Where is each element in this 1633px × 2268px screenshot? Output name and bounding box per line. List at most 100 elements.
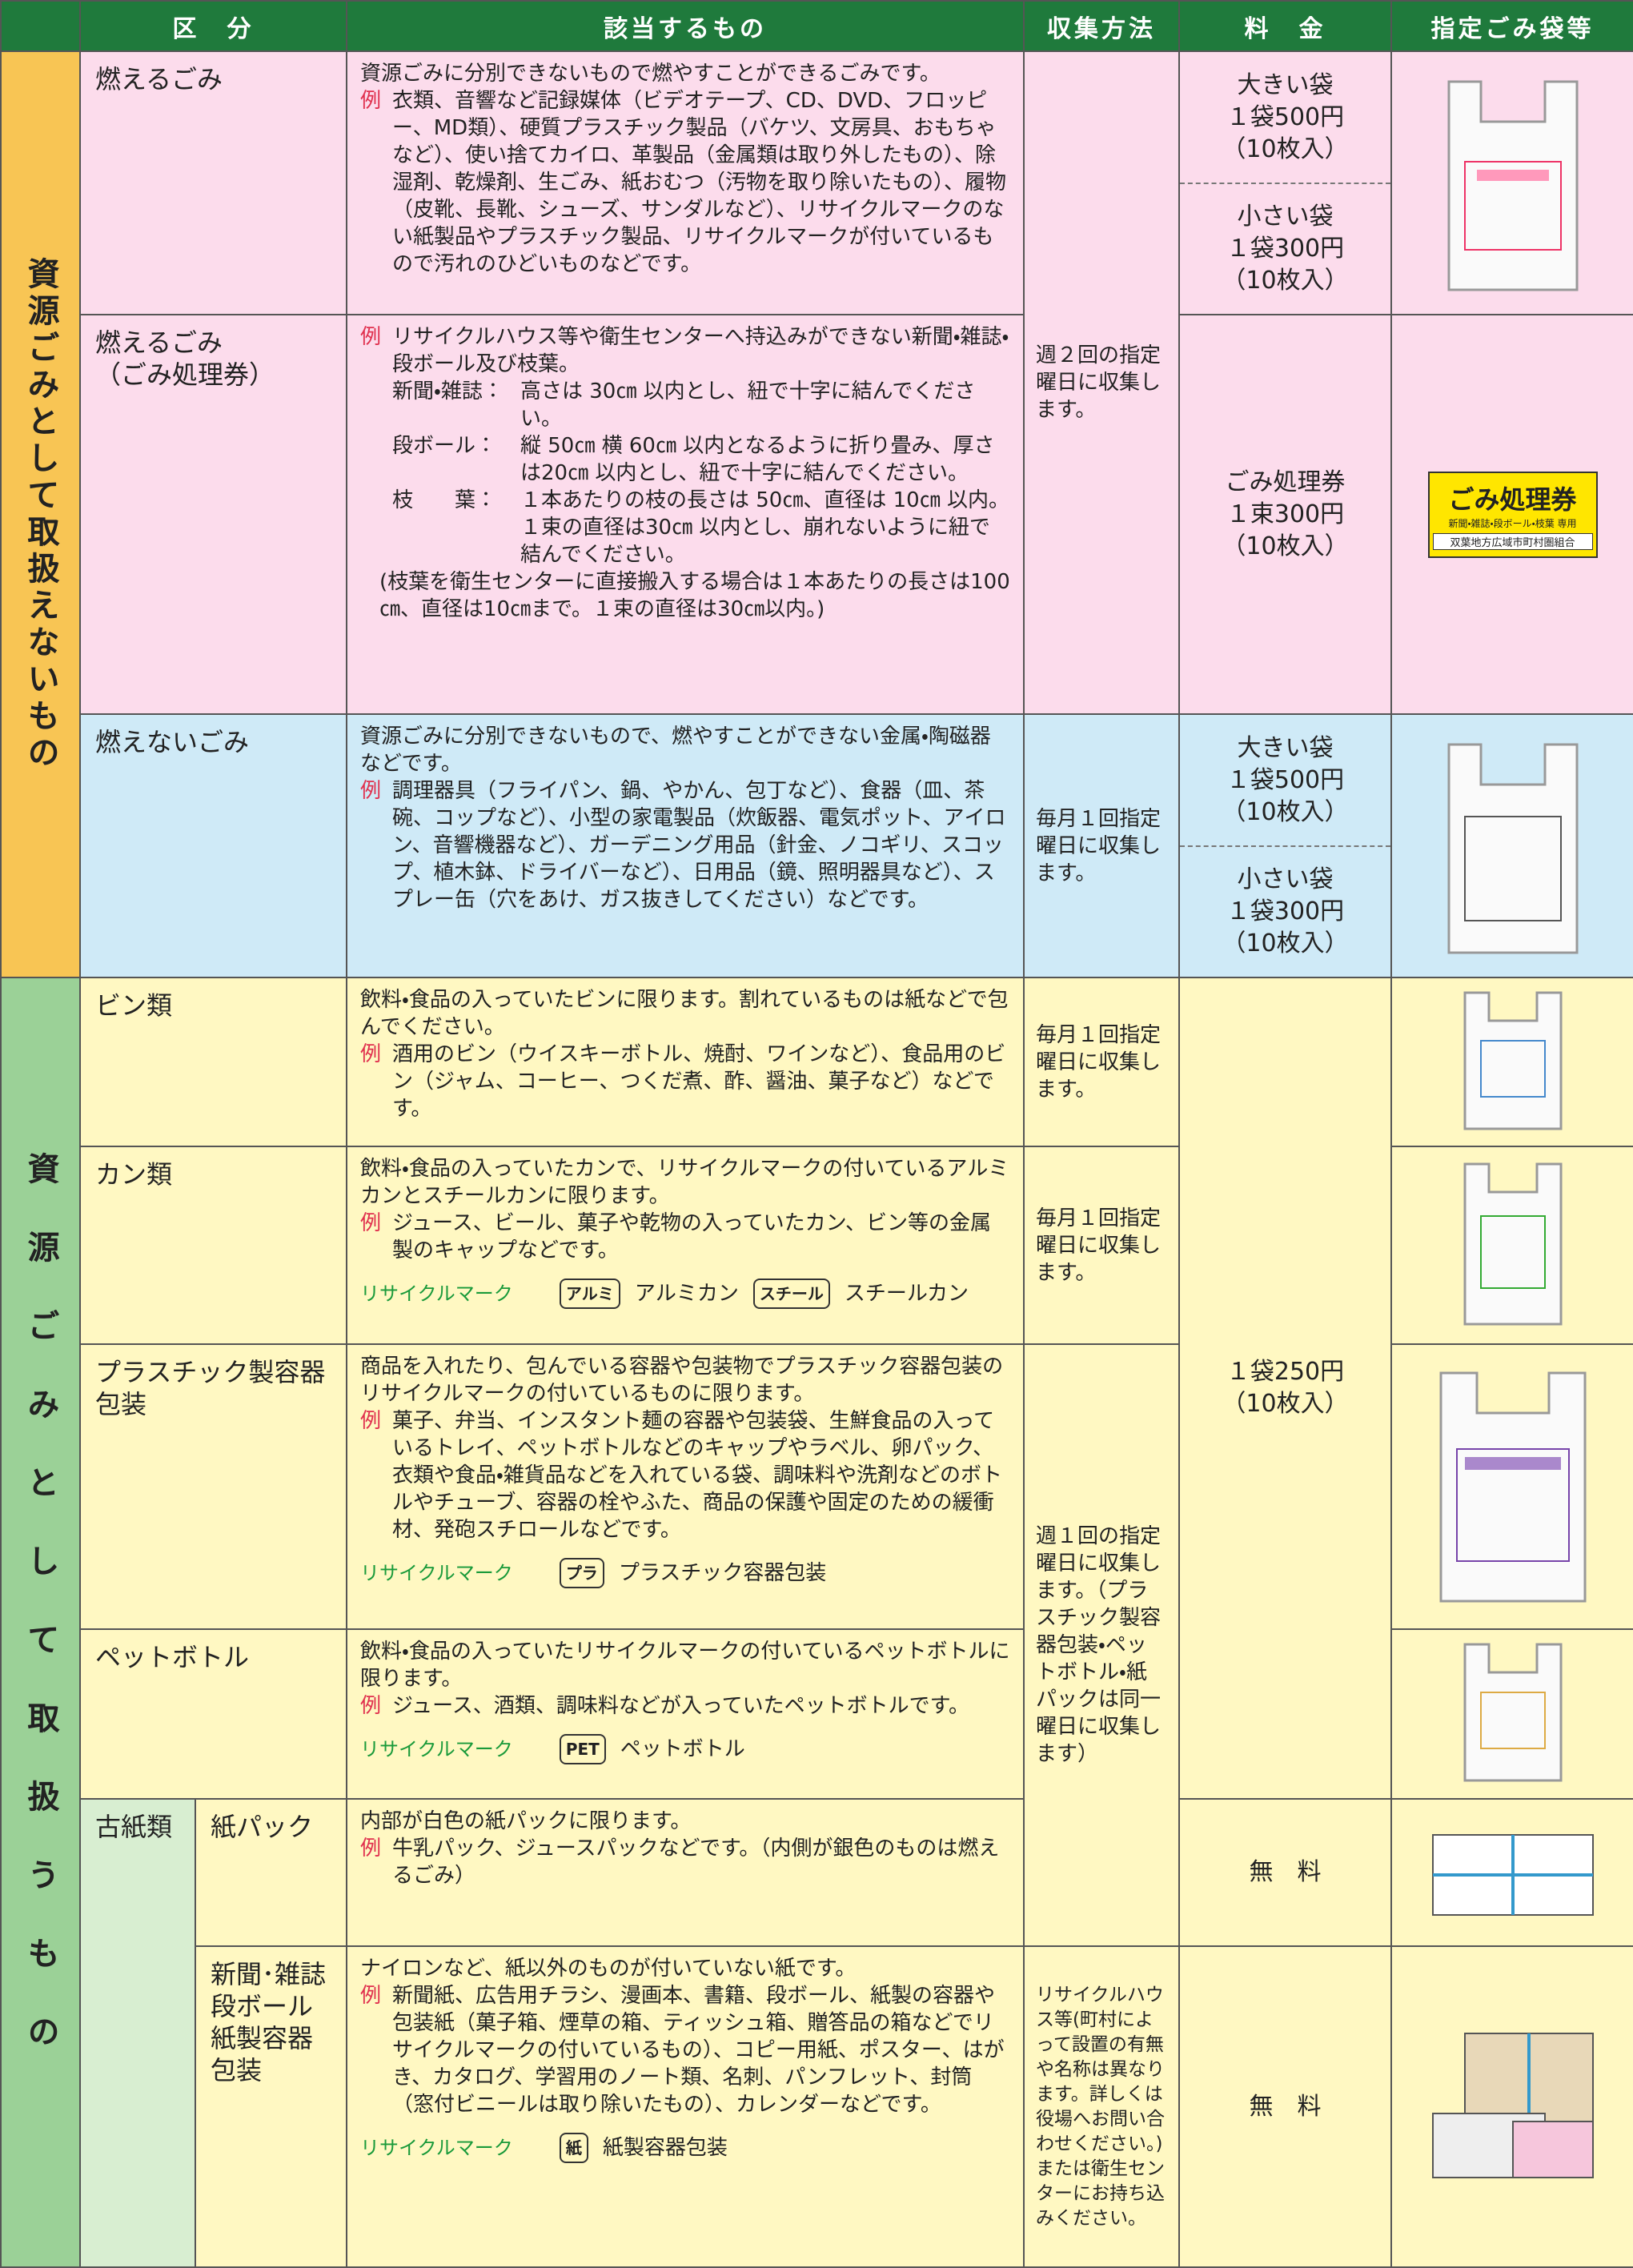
section-label: 資源ごみとして取扱えないもの [22,256,59,773]
fee: 無 料 [1178,1798,1392,1947]
fee-text: １束300円 [1226,500,1345,528]
example-mark: 例 [360,1211,382,1235]
collection-text: 毎月１回指定曜日に収集します。 [1036,1022,1162,1102]
bag-image [1463,1643,1562,1782]
bundle-image [1431,2032,1594,2178]
category: ペットボトル [79,1628,347,1800]
fee: 無 料 [1178,1945,1392,2268]
example: 酒用のビン（ウイスキーボトル、焼酎、ワインなど）、食品用のビン（ジャム、コーヒー… [392,1042,1006,1121]
header-row: 区 分 該当するもの 収集方法 料 金 指定ごみ袋等 [0,0,1633,52]
group-name: 古紙類 [95,1812,173,1842]
fee-text: 大きい袋 [1237,733,1334,762]
example-mark: 例 [360,779,382,803]
bag-cell [1390,1343,1633,1630]
intro: 飲料・食品の入っていたビンに限ります。割れているものは紙などで包んでください。 [360,988,1009,1039]
recycle-label: リサイクルマーク [360,1283,513,1305]
fee-text: １袋500円 [1226,765,1345,794]
recycle-icon: スチール [752,1279,830,1309]
category-group: 古紙類 [79,1798,196,2268]
fee-text: 小さい袋 [1237,202,1334,231]
example: ジュース、酒類、調味料などが入っていたペットボトルです。 [392,1694,969,1718]
rule-term: 段ボール： [392,434,497,458]
recycle-name: ペットボトル [620,1737,745,1761]
example: 新聞紙、広告用チラシ、漫画本、書籍、段ボール、紙製の容器や包装紙（菓子箱、煙草の… [392,1984,1005,2117]
fee-text: １袋500円 [1226,102,1345,131]
fee-text: １袋300円 [1226,897,1345,925]
description: 商品を入れたり、包んでいる容器や包装物でプラスチック容器包装のリサイクルマークの… [346,1343,1025,1630]
rule-text: １本あたりの枝の長さは 50㎝、直径は 10㎝ 以内。１束の直径は30㎝ 以内と… [520,488,1009,567]
bag-cell [1390,1798,1633,1947]
rule-term: 枝 葉： [392,488,497,512]
category: 紙パック [195,1798,347,1947]
bag-image [1463,991,1562,1130]
example: 調理器具（フライパン、鍋、やかん、包丁など）、食器（皿、茶碗、コップなど）、小型… [392,779,1006,912]
category-subname: （ごみ処理券） [95,359,275,390]
description: 資源ごみに分別できないもので燃やすことができるごみです。 例衣類、音響など記録媒… [346,50,1025,315]
category-name: 燃えないごみ [95,727,250,757]
recycle-icon: PET [559,1734,606,1764]
example-mark: 例 [360,1694,382,1718]
description: 飲料・食品の入っていたビンに限ります。割れているものは紙などで包んでください。 … [346,977,1025,1147]
bag-image [1447,80,1578,291]
category-name: 燃えるごみ [95,64,223,94]
fee: １袋250円 （10枚入） [1178,977,1392,1800]
bag-cell [1390,977,1633,1147]
bag-cell [1390,1628,1633,1800]
bag-cell [1390,713,1633,978]
category: カン類 [79,1146,347,1345]
example: 衣類、音響など記録媒体（ビデオテープ、CD、DVD、フロッピー、MD類）、硬質プ… [392,89,1007,276]
category-name: 紙パック [211,1812,314,1842]
example: リサイクルハウス等や衛生センターへ持込みができない新聞・雑誌・段ボール及び枝葉。 [392,325,1009,376]
bag-cell [1390,1945,1633,2268]
recycle-label: リサイクルマーク [360,1562,513,1584]
fee: 大きい袋 １袋500円 （10枚入） 小さい袋 １袋300円 （10枚入） [1178,713,1392,978]
example-mark: 例 [360,325,382,349]
bag-image [1447,743,1578,953]
category: プラスチック製容器包装 [79,1343,347,1630]
example-mark: 例 [360,1836,382,1861]
recycle-icon: 紙 [559,2133,588,2163]
description: 飲料・食品の入っていたカンで、リサイクルマークの付いているアルミカンとスチールカ… [346,1146,1025,1345]
collection-text: 週２回の指定曜日に収集します。 [1036,343,1162,422]
description: 例リサイクルハウス等や衛生センターへ持込みができない新聞・雑誌・段ボール及び枝葉… [346,314,1025,715]
fee-text: 小さい袋 [1237,865,1334,893]
header-cell: 区 分 [79,0,347,52]
bundle-image [1431,1834,1594,1916]
fee-text: 無 料 [1249,1858,1322,1886]
category: 燃えるごみ （ごみ処理券） [79,314,347,715]
example-mark: 例 [360,1409,382,1433]
intro: ナイロンなど、紙以外のものが付いていない紙です。 [360,1957,857,1981]
fee: 大きい袋 １袋500円 （10枚入） 小さい袋 １袋300円 （10枚入） [1178,50,1392,315]
description: 資源ごみに分別できないもので、燃やすことができない金属・陶磁器などです。 例調理… [346,713,1025,978]
collection: 毎月１回指定曜日に収集します。 [1023,977,1180,1147]
example-mark: 例 [360,89,382,113]
recycle-name: スチールカン [844,1282,969,1306]
rule-text: 縦 50㎝ 横 60㎝ 以内となるように折り畳み、厚さは20㎝ 以内とし、紐で十… [520,434,995,485]
collection: 毎月１回指定曜日に収集します。 [1023,713,1180,978]
rule-term: 新聞・雑誌： [392,379,504,403]
fee-text: １袋300円 [1226,234,1345,263]
category-name: ビン類 [95,990,173,1021]
fee-text: （10枚入） [1222,929,1349,957]
example: ジュース、ビール、菓子や乾物の入っていたカン、ビン等の金属製のキャップなどです。 [392,1211,992,1262]
category: ビン類 [79,977,347,1147]
fee-text: １袋250円 [1226,1358,1345,1386]
header-cell: 該当するもの [346,0,1025,52]
ticket: ごみ処理券 新聞・雑誌・段ボール・枝葉 専用 双葉地方広域市町村圏組合 [1427,471,1598,558]
category: 燃えないごみ [79,713,347,978]
description: 飲料・食品の入っていたリサイクルマークの付いているペットボトルに限ります。 例ジ… [346,1628,1025,1800]
fee-text: 大きい袋 [1237,70,1334,99]
category-name: プラスチック製容器包装 [95,1357,326,1419]
fee-text: ごみ処理券 [1225,468,1346,496]
category-name: ペットボトル [95,1642,250,1672]
description: 内部が白色の紙パックに限ります。 例牛乳パック、ジュースパックなどです。（内側が… [346,1798,1025,1947]
intro: 飲料・食品の入っていたリサイクルマークの付いているペットボトルに限ります。 [360,1640,1010,1691]
fee-text: （10枚入） [1222,266,1349,295]
example-mark: 例 [360,1042,382,1066]
bag-cell: ごみ処理券 新聞・雑誌・段ボール・枝葉 専用 双葉地方広域市町村圏組合 [1390,314,1633,715]
section-label: 資源ごみとして取扱うもの [22,1151,59,2093]
bag-image [1463,1162,1562,1325]
recycle-name: 紙製容器包装 [602,2136,728,2160]
fee-text: （10枚入） [1222,1390,1349,1418]
